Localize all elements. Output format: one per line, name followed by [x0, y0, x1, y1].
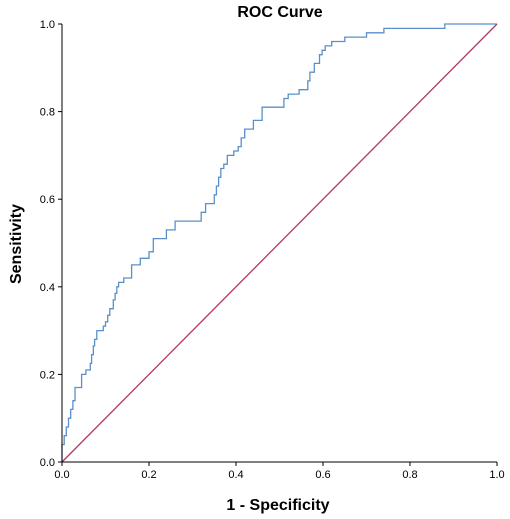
reference-line	[61, 23, 498, 463]
x-tick-label: 0.4	[228, 469, 243, 481]
plot-area: 0.0 0.2 0.4 0.6 0.8 1.0 0.0 0.2 0.4 0.6 0.8 1.0	[40, 19, 505, 481]
x-tick-label: 0.6	[315, 469, 330, 481]
y-tick-label: 0.0	[40, 457, 55, 469]
y-tick-label: 1.0	[40, 19, 55, 31]
x-tick-label: 0.2	[141, 469, 156, 481]
roc-curve-line	[61, 23, 497, 462]
x-tick-label: 0.0	[54, 469, 69, 481]
y-tick-label: 0.2	[40, 369, 55, 381]
x-tick-label: 0.8	[402, 469, 417, 481]
y-tick-label: 0.4	[40, 282, 55, 294]
chart-title: ROC Curve	[237, 4, 322, 21]
x-tick-label: 1.0	[489, 469, 504, 481]
y-tick-label: 0.8	[40, 107, 55, 119]
y-axis-title: Sensitivity	[8, 204, 25, 284]
y-tick-label: 0.6	[40, 194, 55, 206]
x-axis-title: 1 - Specificity	[226, 497, 329, 514]
